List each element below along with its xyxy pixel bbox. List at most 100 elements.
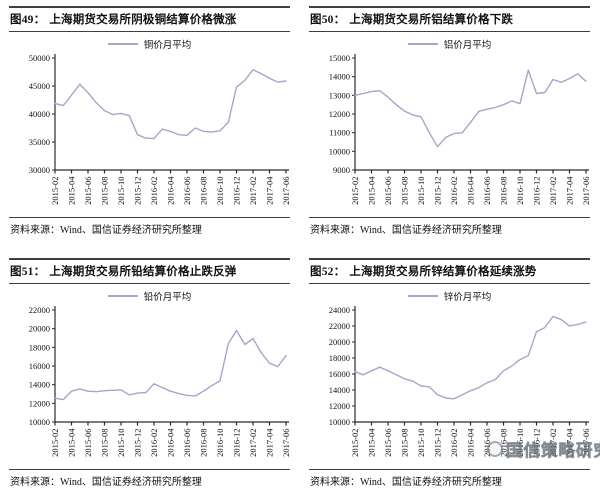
svg-text:2016-08: 2016-08 [199,429,209,457]
svg-text:2015-04: 2015-04 [67,428,77,457]
figure-title-text: 上海期货交易所铝结算价格下跌 [349,14,514,26]
svg-text:10000: 10000 [29,417,50,427]
source-text: 资料来源：Wind、国信证券经济研究所整理 [10,477,202,488]
svg-text:2016-04: 2016-04 [466,428,476,457]
svg-text:2015-10: 2015-10 [416,429,426,457]
svg-text:2017-02: 2017-02 [248,177,258,205]
svg-text:2016-02: 2016-02 [149,429,159,457]
svg-text:40000: 40000 [29,109,50,119]
figure-title-bar: 图52： 上海期货交易所锌结算价格延续涨势 [309,258,590,284]
svg-text:2016-10: 2016-10 [215,177,225,205]
svg-text:2015-02: 2015-02 [350,177,360,205]
figure-number: 图49： [10,14,46,26]
chart-legend: 锌价月平均 [309,289,590,303]
svg-text:2015-02: 2015-02 [50,429,60,457]
figure-title-bar: 图50： 上海期货交易所铝结算价格下跌 [309,6,590,32]
svg-text:2017-06: 2017-06 [281,177,291,205]
svg-text:35000: 35000 [29,137,50,147]
svg-text:2015-04: 2015-04 [367,176,377,205]
svg-text:2017-02: 2017-02 [248,429,258,457]
svg-text:2015-02: 2015-02 [350,429,360,457]
legend-line-swatch [407,294,438,297]
figure-title-bar: 图51： 上海期货交易所铅结算价格止跌反弹 [9,258,290,284]
svg-text:30000: 30000 [29,165,50,175]
source-text: 资料来源：Wind、国信证券经济研究所整理 [310,477,502,488]
svg-text:2015-08: 2015-08 [100,429,110,457]
svg-text:14000: 14000 [29,380,50,390]
svg-text:15000: 15000 [329,53,350,63]
source-text: 资料来源：Wind、国信证券经济研究所整理 [310,225,502,236]
line-chart-lead: 10000 12000 14000 16000 18000 20000 22000 2015-… [9,302,291,468]
svg-text:2015-04: 2015-04 [367,428,377,457]
chart-legend: 铜价月平均 [9,37,290,51]
svg-text:2017-04: 2017-04 [565,176,575,205]
figure-panel-52: 图52： 上海期货交易所锌结算价格延续涨势 锌价月平均 10000 12000 140… [300,252,600,488]
svg-text:2017-02: 2017-02 [548,177,558,205]
svg-text:9000: 9000 [333,165,350,175]
svg-text:12000: 12000 [329,109,350,119]
svg-text:2015-08: 2015-08 [400,429,410,457]
svg-text:2016-12: 2016-12 [232,429,242,457]
svg-text:2016-06: 2016-06 [482,177,492,205]
svg-text:22000: 22000 [29,305,50,315]
svg-text:14000: 14000 [329,385,350,395]
figure-panel-50: 图50： 上海期货交易所铝结算价格下跌 铝价月平均 9000 10000 11000 1… [300,0,600,252]
svg-text:2016-02: 2016-02 [149,177,159,205]
svg-text:2016-06: 2016-06 [482,429,492,457]
svg-text:2016-04: 2016-04 [166,428,176,457]
line-chart-zinc: 10000 12000 14000 16000 18000 20000 22000 24000… [309,302,591,468]
svg-text:2016-10: 2016-10 [515,429,525,457]
svg-text:2017-06: 2017-06 [281,429,291,457]
svg-text:2015-10: 2015-10 [416,177,426,205]
figure-panel-49: 图49： 上海期货交易所阴极铜结算价格微涨 铜价月平均 30000 35000 400… [0,0,300,252]
svg-text:2015-06: 2015-06 [383,177,393,205]
svg-text:2016-02: 2016-02 [449,429,459,457]
svg-text:10000: 10000 [329,146,350,156]
svg-text:2016-12: 2016-12 [232,177,242,205]
legend-label: 铅价月平均 [143,292,192,303]
svg-text:2017-04: 2017-04 [565,428,575,457]
source-note: 资料来源：Wind、国信证券经济研究所整理 [9,217,290,236]
chart-svg: 10000 12000 14000 16000 18000 20000 22000 2015-… [29,305,291,457]
svg-text:20000: 20000 [29,324,50,334]
svg-text:2017-04: 2017-04 [265,428,275,457]
figure-title-text: 上海期货交易所锌结算价格延续涨势 [349,266,537,278]
legend-line-swatch [407,42,438,45]
svg-text:2015-02: 2015-02 [50,177,60,205]
svg-text:2015-04: 2015-04 [67,176,77,205]
svg-text:24000: 24000 [329,305,350,315]
svg-text:2016-12: 2016-12 [532,429,542,457]
svg-text:2016-08: 2016-08 [499,429,509,457]
figure-number: 图50： [310,14,346,26]
svg-text:16000: 16000 [329,369,350,379]
source-note: 资料来源：Wind、国信证券经济研究所整理 [309,469,590,488]
svg-text:50000: 50000 [29,53,50,63]
svg-text:18000: 18000 [329,353,350,363]
source-note: 资料来源：Wind、国信证券经济研究所整理 [309,217,590,236]
svg-text:2015-06: 2015-06 [83,429,93,457]
svg-text:45000: 45000 [29,81,50,91]
svg-text:2015-10: 2015-10 [116,429,126,457]
svg-text:2016-08: 2016-08 [499,177,509,205]
svg-text:12000: 12000 [329,401,350,411]
figure-panel-51: 图51： 上海期货交易所铅结算价格止跌反弹 铅价月平均 10000 12000 140… [0,252,300,488]
svg-text:2015-08: 2015-08 [100,177,110,205]
svg-text:2015-06: 2015-06 [383,429,393,457]
chart-svg: 30000 35000 40000 45000 50000 2015-02 2015-04 2… [29,53,291,205]
svg-text:2016-04: 2016-04 [166,176,176,205]
figure-title-bar: 图49： 上海期货交易所阴极铜结算价格微涨 [9,6,290,32]
svg-text:16000: 16000 [29,361,50,371]
svg-text:2015-12: 2015-12 [433,429,443,457]
svg-text:2016-02: 2016-02 [449,177,459,205]
chart-legend: 铝价月平均 [309,37,590,51]
svg-text:13000: 13000 [329,90,350,100]
svg-text:2017-06: 2017-06 [581,429,591,457]
svg-text:14000: 14000 [329,72,350,82]
legend-label: 锌价月平均 [443,292,492,303]
svg-text:18000: 18000 [29,342,50,352]
line-chart-aluminum: 9000 10000 11000 12000 13000 14000 15000 2015-0… [309,50,591,216]
svg-text:2015-10: 2015-10 [116,177,126,205]
svg-text:2015-12: 2015-12 [133,177,143,205]
